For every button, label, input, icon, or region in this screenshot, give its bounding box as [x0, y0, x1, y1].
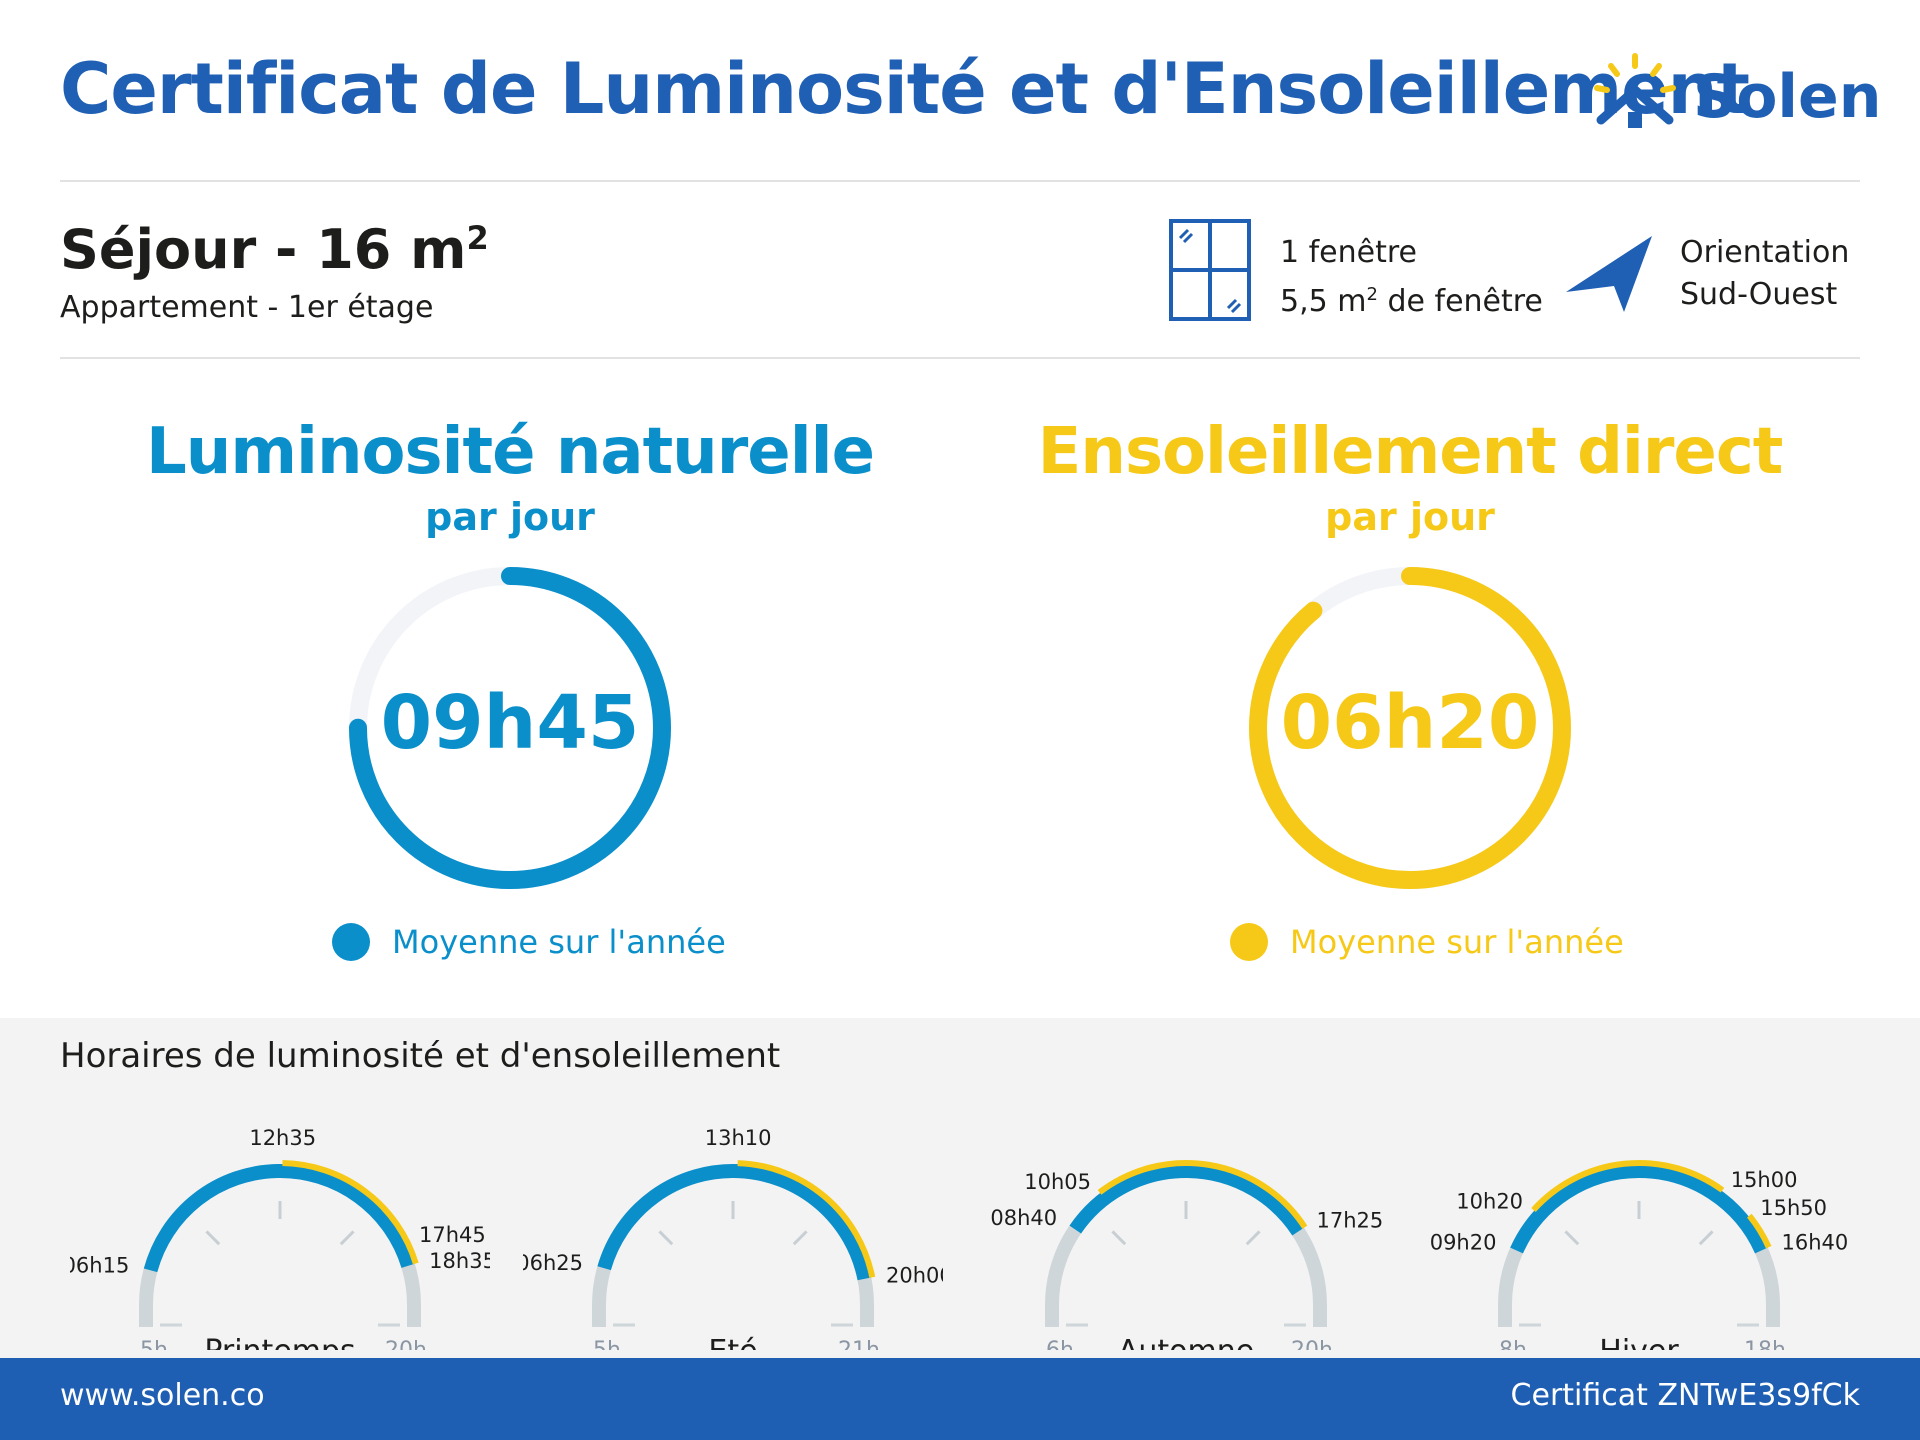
window-info: 1 fenêtre 5,5 m2 de fenêtre — [1280, 232, 1543, 323]
sunshine-arc — [282, 1160, 419, 1265]
gauge-tick — [205, 1230, 221, 1246]
orientation-value: Sud-Ouest — [1680, 277, 1838, 312]
gauge-background-arc — [139, 1164, 421, 1306]
time-label: 10h20 — [1456, 1190, 1523, 1214]
sunshine-ring — [1249, 567, 1571, 889]
luminosity-ring — [349, 567, 671, 889]
season-gauge-hiver: 8h 18h Hiver 09h20 10h20 15h00 15h50 16h40 — [1429, 1120, 1849, 1350]
time-label: 06h15 — [70, 1254, 129, 1278]
sunshine-value: 06h20 — [1280, 680, 1540, 766]
time-label: 08h40 — [990, 1206, 1057, 1230]
time-label: 13h10 — [705, 1126, 772, 1150]
gauge-background-arc — [592, 1164, 874, 1306]
gauge-max-label: 18h — [1744, 1338, 1786, 1350]
season-name: Printemps — [204, 1334, 355, 1350]
certificate-id: Certificat ZNTwE3s9fCk — [1510, 1378, 1860, 1413]
legend-dot — [332, 923, 370, 961]
luminosity-value: 09h45 — [380, 680, 640, 766]
gauge-tick — [1111, 1230, 1127, 1246]
divider — [60, 357, 1860, 359]
time-label: 16h40 — [1782, 1231, 1849, 1255]
gauge-min-label: 5h — [593, 1338, 621, 1350]
sunshine-title: Ensoleillement direct — [1037, 415, 1784, 489]
legend-dot — [1230, 923, 1268, 961]
window-icon — [1169, 219, 1251, 321]
luminosity-arc — [143, 1164, 415, 1273]
sunshine-arc — [1531, 1160, 1725, 1213]
gauge-tick — [1698, 1230, 1714, 1246]
luminosity-arc — [1510, 1164, 1768, 1254]
sunshine-arc — [737, 1160, 876, 1278]
orientation-info: Orientation Sud-Ouest — [1680, 232, 1849, 316]
sunshine-legend: Moyenne sur l'année — [1230, 920, 1624, 964]
gauge-max-label: 20h — [1291, 1338, 1333, 1350]
gauge-tick — [792, 1230, 808, 1246]
season-name: Automne — [1118, 1334, 1254, 1350]
luminosity-title: Luminosité naturelle — [146, 415, 875, 489]
gauge-background-arc — [1045, 1164, 1327, 1306]
gauge-min-label: 8h — [1499, 1338, 1527, 1350]
sunshine-subtitle: par jour — [1325, 495, 1495, 539]
compass-arrow-icon — [1566, 236, 1652, 312]
luminosity-arc — [349, 567, 671, 889]
footer: www.solen.co Certificat ZNTwE3s9fCk — [0, 1358, 1920, 1440]
sun-house-icon — [1594, 53, 1676, 128]
certificate-title: Certificat de Luminosité et d'Ensoleille… — [60, 48, 1750, 130]
luminosity-arc — [1069, 1164, 1304, 1236]
gauge-tick — [1564, 1230, 1580, 1246]
gauge-max-label: 20h — [385, 1338, 427, 1350]
time-label: 10h05 — [1024, 1170, 1091, 1194]
window-count: 1 fenêtre — [1280, 235, 1418, 270]
luminosity-legend: Moyenne sur l'année — [332, 920, 726, 964]
legend-label: Moyenne sur l'année — [392, 923, 726, 961]
sunshine-arc — [1249, 567, 1571, 889]
schedule-title: Horaires de luminosité et d'ensoleilleme… — [60, 1036, 781, 1076]
time-label: 18h35 — [429, 1249, 490, 1273]
room-subtitle: Appartement - 1er étage — [60, 290, 434, 325]
window-area: 5,5 m2 de fenêtre — [1280, 284, 1543, 319]
room-title: Séjour - 16 m2 — [60, 218, 489, 281]
gauge-min-label: 5h — [140, 1338, 168, 1350]
time-label: 09h20 — [1430, 1231, 1497, 1255]
website-link[interactable]: www.solen.co — [60, 1378, 265, 1413]
sunshine-arc — [1746, 1213, 1772, 1249]
time-label: 17h25 — [1317, 1209, 1384, 1233]
legend-label: Moyenne sur l'année — [1290, 923, 1624, 961]
solen-logo: Solen — [1585, 50, 1881, 140]
sunshine-arc — [1097, 1160, 1308, 1229]
gauge-tick — [658, 1230, 674, 1246]
season-name: Hiver — [1599, 1334, 1679, 1350]
gauge-max-label: 21h — [838, 1338, 880, 1350]
gauge-tick — [339, 1230, 355, 1246]
time-label: 17h45 — [419, 1223, 486, 1247]
gauge-tick — [1245, 1230, 1261, 1246]
gauge-min-label: 6h — [1046, 1338, 1074, 1350]
season-gauge-automne: 6h 20h Automne 08h40 10h05 17h25 — [976, 1120, 1396, 1350]
time-label: 06h25 — [523, 1251, 583, 1275]
time-label: 12h35 — [249, 1126, 316, 1150]
time-label: 15h00 — [1731, 1168, 1798, 1192]
logo-text: Solen — [1693, 62, 1882, 132]
orientation-label: Orientation — [1680, 235, 1850, 270]
luminosity-arc — [597, 1164, 872, 1281]
time-label: 15h50 — [1760, 1196, 1827, 1220]
season-name: Eté — [708, 1334, 757, 1350]
luminosity-subtitle: par jour — [425, 495, 595, 539]
divider — [60, 180, 1860, 182]
schedule-section — [0, 1018, 1920, 1358]
